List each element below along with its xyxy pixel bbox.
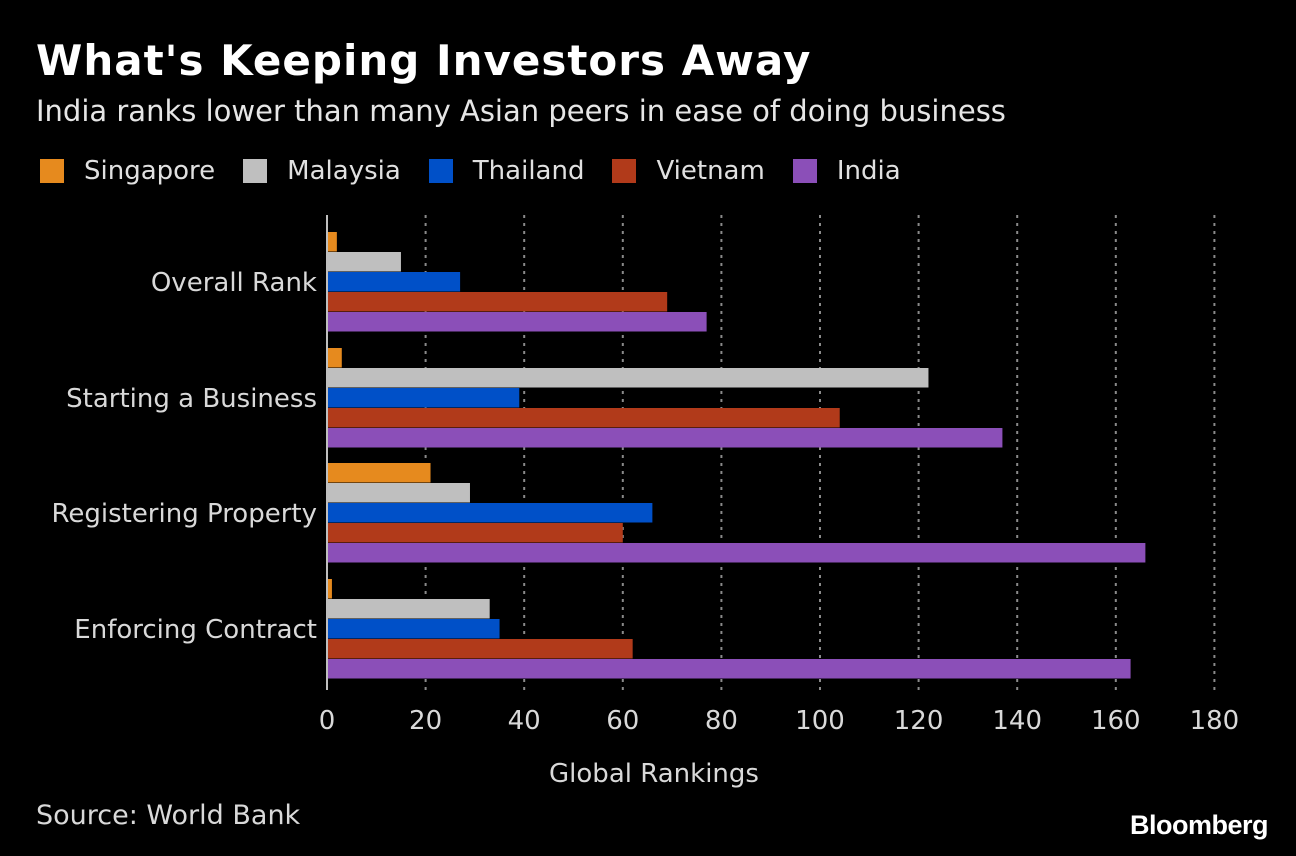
legend-label: Vietnam xyxy=(656,156,765,186)
x-tick-label: 40 xyxy=(508,706,541,736)
legend-item-vietnam: Vietnam xyxy=(612,156,765,186)
bar-vietnam xyxy=(327,523,623,543)
bar-malaysia xyxy=(327,483,470,503)
category-label: Overall Rank xyxy=(151,268,317,298)
chart-title: What's Keeping Investors Away xyxy=(36,36,812,85)
x-tick-label: 120 xyxy=(894,706,944,736)
bar-india xyxy=(327,428,1003,448)
bar-vietnam xyxy=(327,292,668,312)
x-tick-label: 140 xyxy=(992,706,1042,736)
bar-singapore xyxy=(327,232,337,252)
source-note: Source: World Bank xyxy=(36,800,301,831)
bar-thailand xyxy=(327,503,653,523)
legend-swatch xyxy=(40,159,64,183)
legend-item-india: India xyxy=(792,156,901,186)
bar-malaysia xyxy=(327,368,929,388)
bar-thailand xyxy=(327,272,461,292)
bar-india xyxy=(327,312,707,332)
category-label: Enforcing Contract xyxy=(74,615,317,645)
x-tick-label: 60 xyxy=(606,706,639,736)
legend-item-thailand: Thailand xyxy=(428,156,585,186)
chart-subtitle: India ranks lower than many Asian peers … xyxy=(36,94,1006,128)
category-label: Starting a Business xyxy=(66,384,317,414)
legend-label: India xyxy=(836,156,901,186)
legend-swatch xyxy=(428,159,453,183)
bar-malaysia xyxy=(327,252,401,272)
legend-label: Singapore xyxy=(84,156,216,186)
x-tick-label: 0 xyxy=(319,706,336,736)
bar-singapore xyxy=(327,348,342,368)
x-tick-label: 100 xyxy=(795,706,845,736)
x-axis-title: Global Rankings xyxy=(549,759,759,789)
x-tick-label: 80 xyxy=(705,706,738,736)
bar-india xyxy=(327,543,1146,563)
bloomberg-logo: Bloomberg xyxy=(1129,810,1269,840)
legend-item-malaysia: Malaysia xyxy=(243,156,401,186)
bar-vietnam xyxy=(327,408,840,428)
x-tick-label: 20 xyxy=(409,706,442,736)
bar-india xyxy=(327,659,1131,679)
legend-label: Malaysia xyxy=(287,156,401,186)
bar-vietnam xyxy=(327,639,633,659)
bar-thailand xyxy=(327,388,520,408)
legend-label: Thailand xyxy=(472,156,585,186)
bar-singapore xyxy=(327,579,332,599)
legend-swatch xyxy=(792,159,817,183)
bar-singapore xyxy=(327,463,431,483)
category-label: Registering Property xyxy=(51,499,317,529)
legend-swatch xyxy=(612,159,637,183)
legend-swatch xyxy=(243,159,268,183)
x-tick-label: 160 xyxy=(1091,706,1141,736)
legend-item-singapore: Singapore xyxy=(40,156,215,186)
legend: Singapore Malaysia Thailand Vietnam Indi… xyxy=(40,156,929,186)
bar-thailand xyxy=(327,619,500,639)
x-tick-label: 180 xyxy=(1190,706,1240,736)
bar-malaysia xyxy=(327,599,490,619)
